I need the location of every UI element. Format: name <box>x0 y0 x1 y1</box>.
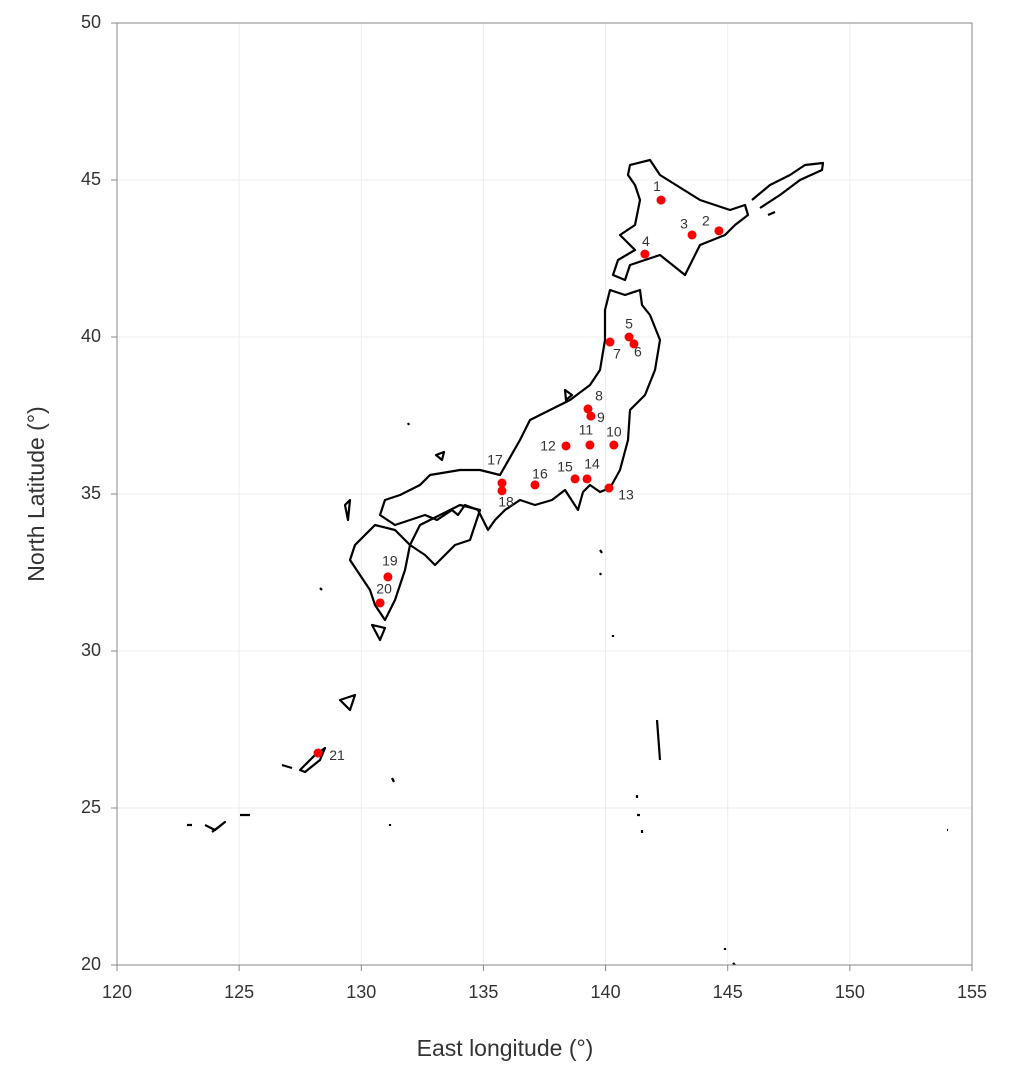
x-axis-title: East longitude (°) <box>417 1035 594 1061</box>
site-point <box>687 230 697 240</box>
kyushu <box>348 523 412 622</box>
axes <box>111 22 973 971</box>
site-point <box>624 332 634 342</box>
y-tick-label: 25 <box>81 797 101 817</box>
site-point <box>570 474 580 484</box>
point-label: 21 <box>329 747 345 763</box>
point-label: 12 <box>540 438 556 454</box>
y-tick-label: 45 <box>81 169 101 189</box>
point-label: 7 <box>613 346 621 362</box>
site-point <box>582 474 592 484</box>
point-label: 4 <box>642 233 650 249</box>
site-point <box>629 339 639 349</box>
x-tick-label: 140 <box>591 982 621 1002</box>
site-point <box>530 480 540 490</box>
site-point <box>383 572 393 582</box>
small-islands <box>187 388 948 966</box>
site-point <box>609 440 619 450</box>
point-label: 13 <box>618 487 634 503</box>
x-tick-label: 145 <box>713 982 743 1002</box>
site-point <box>714 226 724 236</box>
point-label: 18 <box>498 494 514 510</box>
point-label: 6 <box>634 344 642 360</box>
hokkaido <box>611 158 750 282</box>
point-label: 2 <box>702 213 710 229</box>
x-tick-label: 120 <box>102 982 132 1002</box>
y-tick-label: 35 <box>81 483 101 503</box>
site-point <box>583 404 593 414</box>
x-tick-label: 135 <box>468 982 498 1002</box>
point-label: 1 <box>653 178 661 194</box>
point-label: 5 <box>625 316 633 332</box>
y-tick-label: 50 <box>81 12 101 32</box>
site-point <box>497 486 507 496</box>
x-tick-label: 155 <box>957 982 987 1002</box>
x-tick-label: 130 <box>346 982 376 1002</box>
x-tick-label: 125 <box>224 982 254 1002</box>
point-label: 20 <box>376 581 392 597</box>
site-point <box>586 411 596 421</box>
y-tick-label: 30 <box>81 640 101 660</box>
site-point <box>656 195 666 205</box>
coastline <box>187 158 948 966</box>
site-point <box>640 249 650 259</box>
point-label: 16 <box>532 466 548 482</box>
point-label: 19 <box>382 553 398 569</box>
site-point <box>375 598 385 608</box>
y-tick-label: 20 <box>81 954 101 974</box>
point-label: 9 <box>597 409 605 425</box>
point-label: 15 <box>557 459 573 475</box>
site-point <box>605 337 615 347</box>
point-label: 3 <box>680 216 688 232</box>
kuril-islands <box>751 161 825 217</box>
site-point <box>561 441 571 451</box>
y-tick-label: 40 <box>81 326 101 346</box>
point-label: 17 <box>487 452 503 468</box>
point-label: 8 <box>595 388 603 404</box>
point-label: 10 <box>606 424 622 440</box>
point-label: 14 <box>584 456 600 472</box>
site-point <box>585 440 595 450</box>
point-label: 11 <box>579 422 594 438</box>
grid <box>116 22 973 966</box>
site-point <box>497 478 507 488</box>
y-axis-title: North Latitude (°) <box>23 406 49 581</box>
site-point <box>313 748 323 758</box>
site-point <box>604 483 614 493</box>
x-tick-label: 150 <box>835 982 865 1002</box>
shikoku <box>408 503 482 567</box>
